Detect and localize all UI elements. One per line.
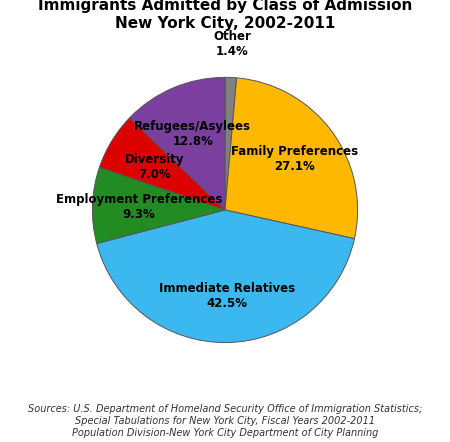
Title: Immigrants Admitted by Class of Admission
New York City, 2002-2011: Immigrants Admitted by Class of Admissio…	[38, 0, 412, 30]
Wedge shape	[97, 210, 355, 343]
Text: Employment Preferences
9.3%: Employment Preferences 9.3%	[56, 193, 222, 221]
Text: Diversity
7.0%: Diversity 7.0%	[125, 153, 184, 181]
Wedge shape	[225, 77, 237, 210]
Text: Other
1.4%: Other 1.4%	[213, 30, 251, 58]
Wedge shape	[99, 118, 225, 210]
Text: Immediate Relatives
42.5%: Immediate Relatives 42.5%	[158, 282, 295, 310]
Text: Family Preferences
27.1%: Family Preferences 27.1%	[231, 145, 358, 173]
Text: Refugees/Asylees
12.8%: Refugees/Asylees 12.8%	[135, 120, 252, 148]
Wedge shape	[130, 77, 225, 210]
Wedge shape	[92, 167, 225, 244]
Text: Sources: U.S. Department of Homeland Security Office of Immigration Statistics;
: Sources: U.S. Department of Homeland Sec…	[28, 404, 422, 438]
Wedge shape	[225, 78, 358, 239]
